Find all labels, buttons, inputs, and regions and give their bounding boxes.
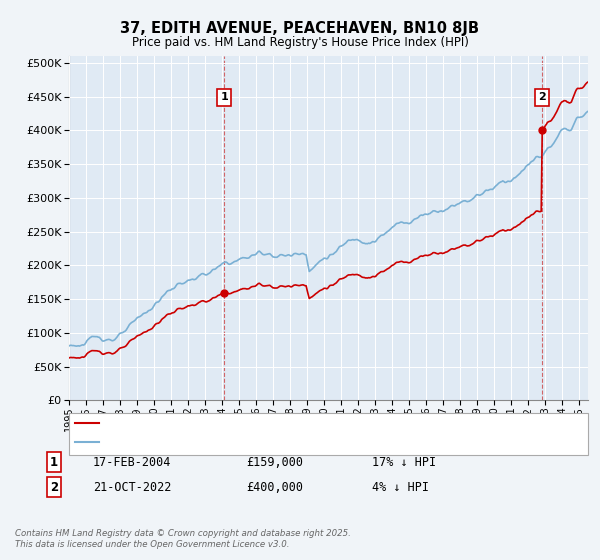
Text: £400,000: £400,000 <box>246 480 303 494</box>
Text: £159,000: £159,000 <box>246 455 303 469</box>
Text: HPI: Average price, semi-detached house, Lewes: HPI: Average price, semi-detached house,… <box>102 437 368 447</box>
Text: Price paid vs. HM Land Registry's House Price Index (HPI): Price paid vs. HM Land Registry's House … <box>131 36 469 49</box>
Text: 21-OCT-2022: 21-OCT-2022 <box>93 480 172 494</box>
Text: 2: 2 <box>50 480 58 494</box>
Text: 17-FEB-2004: 17-FEB-2004 <box>93 455 172 469</box>
Text: 37, EDITH AVENUE, PEACEHAVEN, BN10 8JB (semi-detached house): 37, EDITH AVENUE, PEACEHAVEN, BN10 8JB (… <box>102 418 471 428</box>
Text: 1: 1 <box>50 455 58 469</box>
Text: 17% ↓ HPI: 17% ↓ HPI <box>372 455 436 469</box>
Text: 4% ↓ HPI: 4% ↓ HPI <box>372 480 429 494</box>
Text: 1: 1 <box>220 92 228 102</box>
Text: Contains HM Land Registry data © Crown copyright and database right 2025.
This d: Contains HM Land Registry data © Crown c… <box>15 529 351 549</box>
Text: 37, EDITH AVENUE, PEACEHAVEN, BN10 8JB: 37, EDITH AVENUE, PEACEHAVEN, BN10 8JB <box>121 21 479 36</box>
Text: 2: 2 <box>538 92 546 102</box>
